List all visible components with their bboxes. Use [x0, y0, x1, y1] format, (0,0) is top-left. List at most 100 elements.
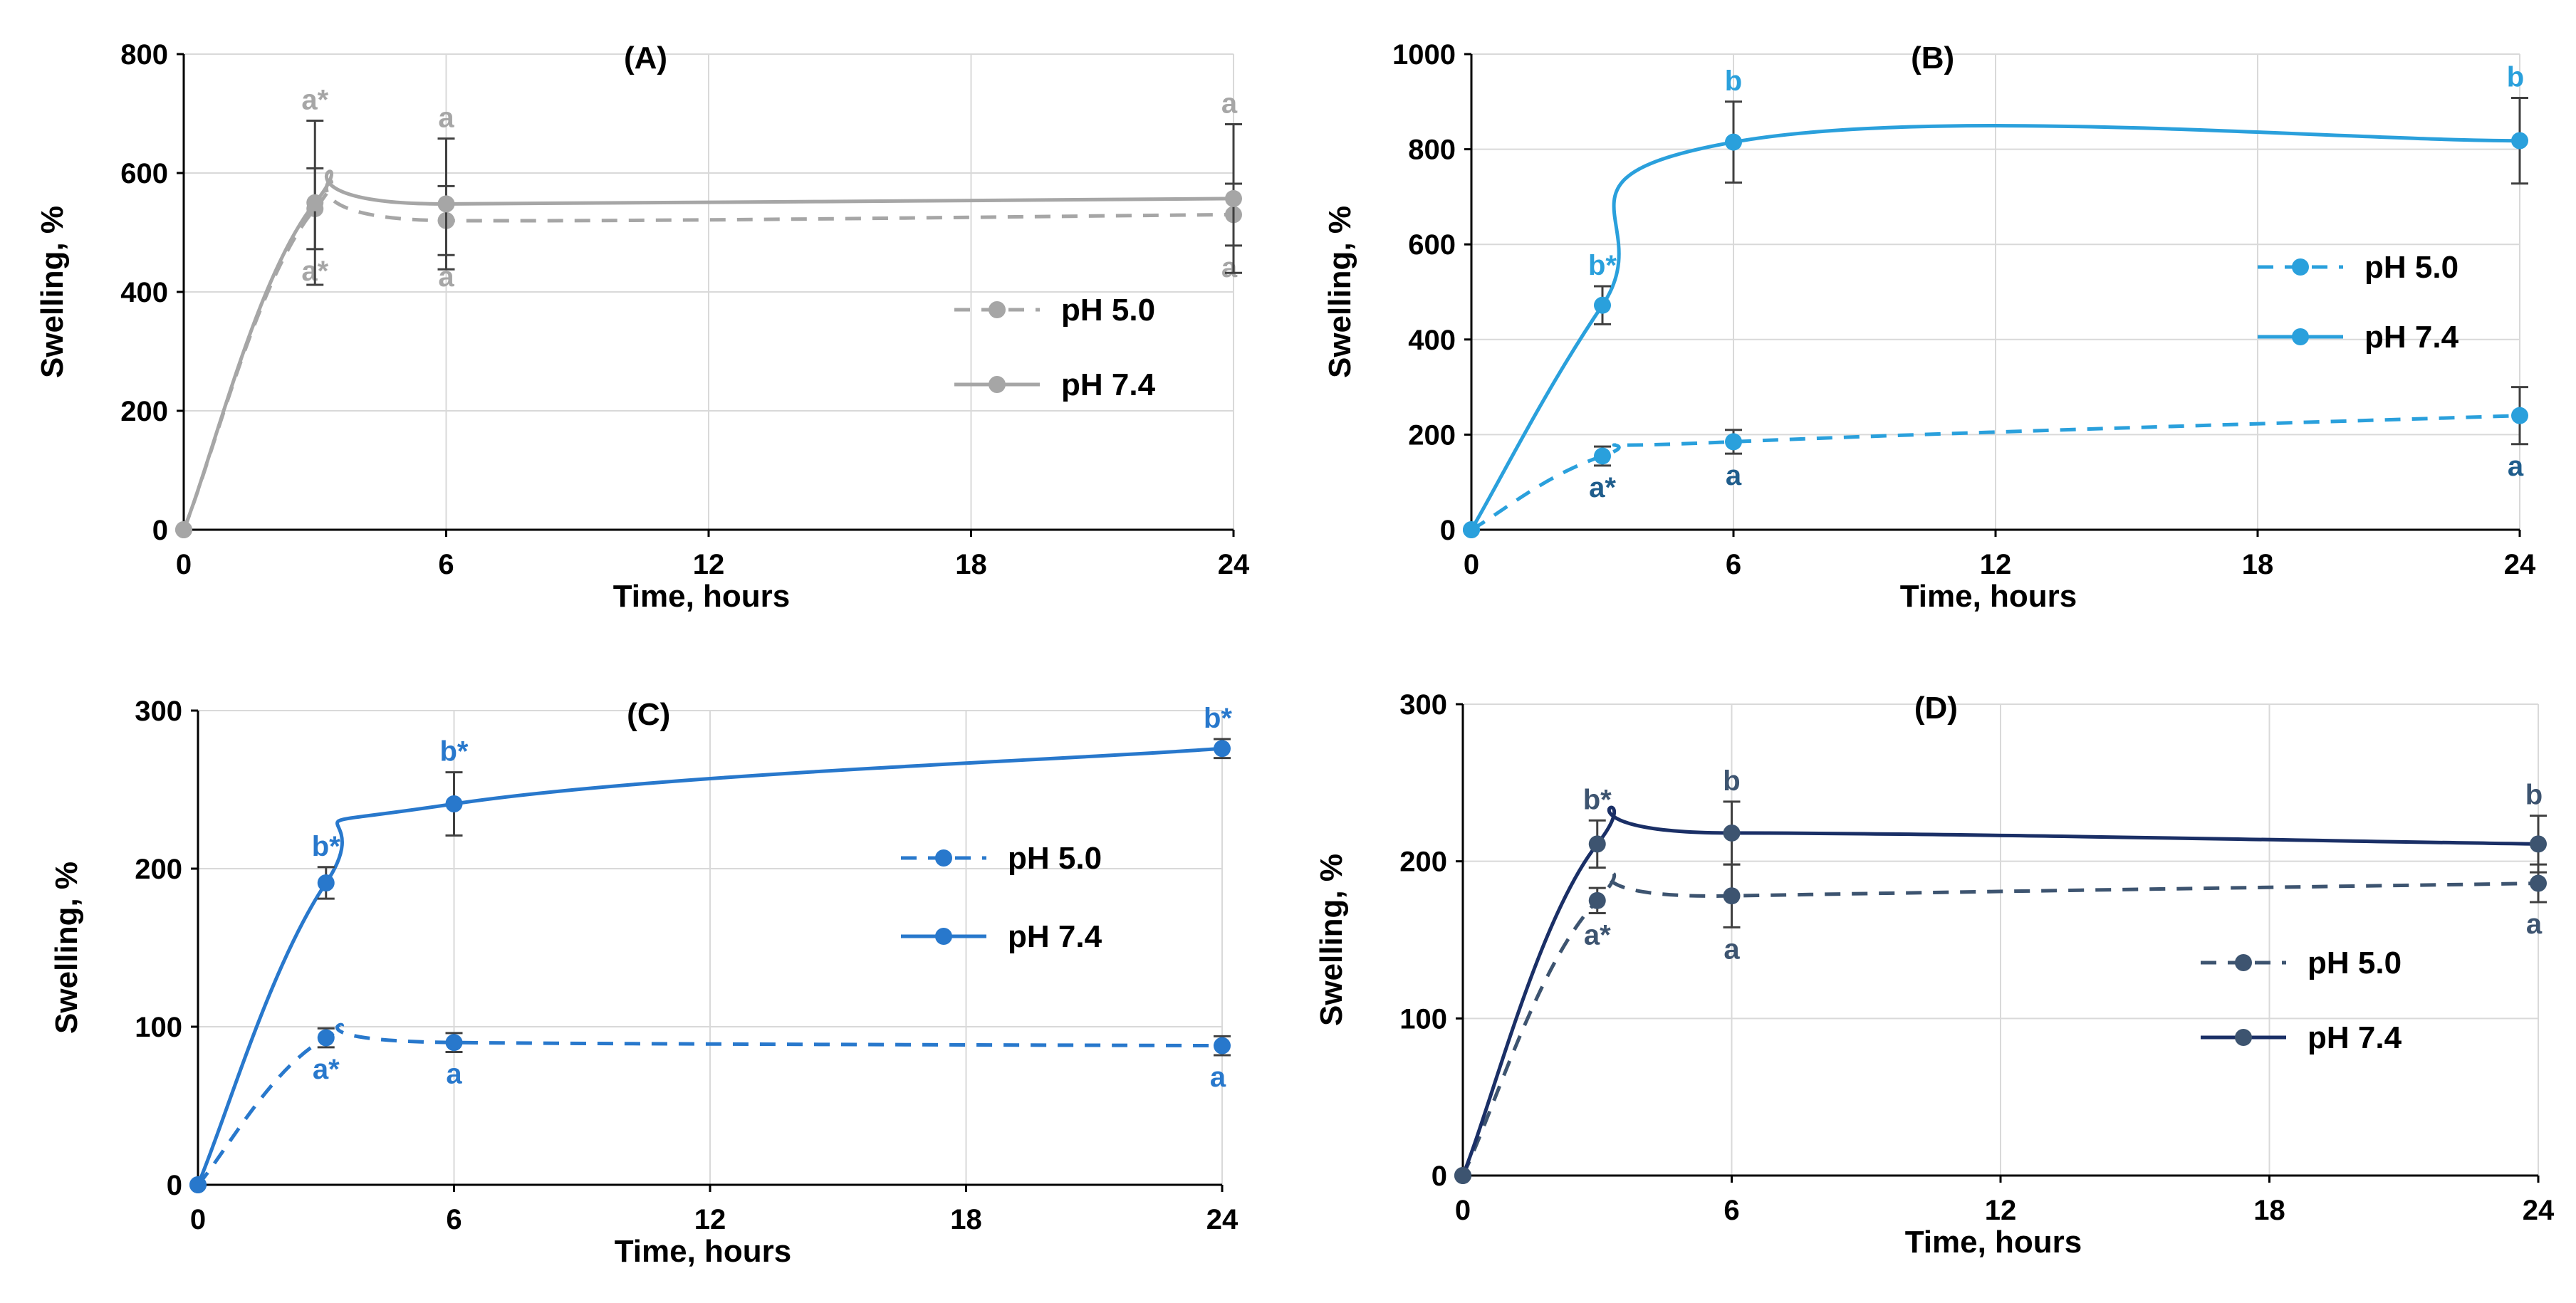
chart-panel-a: 0 200 400 600 800 0 6 12 18 24 Time, hours Swelling… — [35, 39, 1250, 614]
significance-label: b* — [1583, 784, 1612, 815]
data-point — [317, 874, 335, 891]
x-tick-label: 24 — [2504, 549, 2536, 580]
legend-entry: pH 7.4 — [954, 367, 1156, 402]
chart-panel-c: 0 100 200 300 0 6 12 18 24 Time, hours Swelling, %… — [49, 696, 1239, 1269]
x-tick-label: 18 — [955, 549, 987, 580]
y-tick-label: 0 — [1432, 1161, 1447, 1192]
x-tick-label: 0 — [176, 549, 192, 580]
y-tick-label: 300 — [1399, 689, 1447, 721]
x-axis-title: Time, hours — [1905, 1225, 2082, 1260]
significance-label: a — [1221, 252, 1238, 283]
data-point — [1594, 447, 1611, 465]
data-point — [1214, 740, 1231, 758]
data-point — [306, 194, 324, 211]
y-tick-label: 0 — [167, 1170, 182, 1201]
x-tick-label: 0 — [1455, 1195, 1471, 1226]
data-point — [2530, 835, 2547, 853]
series-ph-5-0: a* a a — [1454, 863, 2547, 1184]
significance-label: b* — [312, 831, 340, 862]
x-tick-label: 18 — [950, 1204, 982, 1235]
x-tick-label: 24 — [1206, 1204, 1239, 1235]
legend-marker — [935, 849, 952, 867]
legend-entry: pH 5.0 — [954, 293, 1155, 328]
y-tick-label: 200 — [1399, 847, 1447, 878]
significance-label: a — [1210, 1062, 1226, 1093]
series-line — [1469, 124, 2520, 531]
data-point — [1225, 189, 1242, 207]
x-tick-label: 24 — [2523, 1195, 2555, 1226]
data-point — [445, 1034, 463, 1052]
y-tick-label: 100 — [1399, 1003, 1447, 1035]
data-point — [317, 1029, 335, 1047]
significance-label: a* — [1584, 919, 1611, 951]
significance-label: a — [438, 103, 454, 134]
y-axis-title: Swelling, % — [35, 206, 70, 378]
data-point — [1725, 433, 1742, 451]
x-tick-label: 6 — [438, 549, 454, 580]
panel-title: (A) — [624, 41, 667, 75]
significance-label: b* — [440, 736, 469, 768]
y-tick-label: 300 — [135, 696, 182, 727]
significance-label: b — [2507, 61, 2524, 93]
x-axis-title: Time, hours — [1900, 579, 2077, 614]
legend-entry: pH 7.4 — [2201, 1020, 2402, 1055]
x-axis-title: Time, hours — [613, 579, 791, 614]
y-tick-label: 600 — [1408, 229, 1456, 261]
series-line — [182, 169, 1234, 530]
x-tick-label: 0 — [1464, 549, 1479, 580]
panel-title: (D) — [1914, 691, 1958, 726]
significance-label: a — [1724, 933, 1740, 965]
data-point — [189, 1176, 207, 1193]
y-tick-label: 1000 — [1392, 39, 1456, 70]
y-tick-label: 400 — [1408, 325, 1456, 356]
legend-marker — [2292, 258, 2309, 276]
y-tick-label: 200 — [120, 396, 168, 427]
legend-entry: pH 7.4 — [901, 919, 1102, 954]
y-tick-label: 800 — [120, 39, 168, 70]
significance-label: a — [2526, 909, 2543, 940]
legend-label: pH 5.0 — [2364, 250, 2458, 285]
significance-label: b — [2525, 780, 2543, 811]
data-point — [1594, 296, 1611, 314]
data-point — [437, 195, 455, 213]
significance-label: b* — [1588, 250, 1617, 281]
legend-marker — [2292, 328, 2309, 345]
x-tick-label: 0 — [190, 1204, 206, 1235]
series-line — [182, 179, 1234, 530]
chart-panel-d: 0 100 200 300 0 6 12 18 24 Time, hours Swelling, %… — [1314, 689, 2555, 1260]
significance-label: b — [1725, 66, 1742, 97]
legend-label: pH 7.4 — [2308, 1020, 2402, 1055]
significance-label: a* — [1589, 472, 1616, 503]
data-point — [2511, 132, 2528, 150]
series-ph-7-4: a* a a — [175, 85, 1242, 538]
y-axis-title: Swelling, % — [1314, 854, 1349, 1026]
series-line — [197, 1022, 1223, 1186]
x-tick-label: 6 — [446, 1204, 462, 1235]
significance-label: a — [2508, 451, 2524, 482]
significance-label: a* — [301, 85, 328, 116]
panel-title: (B) — [1911, 41, 1954, 75]
series-line — [1461, 805, 2539, 1176]
significance-label: b — [1723, 765, 1740, 797]
legend-label: pH 5.0 — [2308, 946, 2402, 980]
series-ph-7-4: b* b b — [1463, 61, 2528, 538]
data-point — [445, 795, 463, 812]
data-point — [1588, 891, 1606, 909]
series-line — [196, 746, 1223, 1186]
y-tick-label: 600 — [120, 158, 168, 189]
legend-entry: pH 5.0 — [901, 841, 1102, 876]
y-tick-label: 0 — [1440, 515, 1456, 546]
x-tick-label: 24 — [1218, 549, 1250, 580]
panel-title: (C) — [627, 697, 670, 732]
series-ph-5-0: a* a a — [189, 1022, 1231, 1193]
y-axis-title: Swelling, % — [1323, 206, 1357, 378]
data-point — [1454, 1167, 1471, 1184]
y-tick-label: 800 — [1408, 135, 1456, 166]
series-ph-7-4: b* b* b* — [189, 703, 1232, 1193]
y-tick-label: 100 — [135, 1012, 182, 1043]
data-point — [1723, 887, 1741, 905]
y-axis-title: Swelling, % — [49, 862, 84, 1034]
legend-label: pH 5.0 — [1008, 841, 1102, 876]
legend-label: pH 5.0 — [1061, 293, 1155, 328]
